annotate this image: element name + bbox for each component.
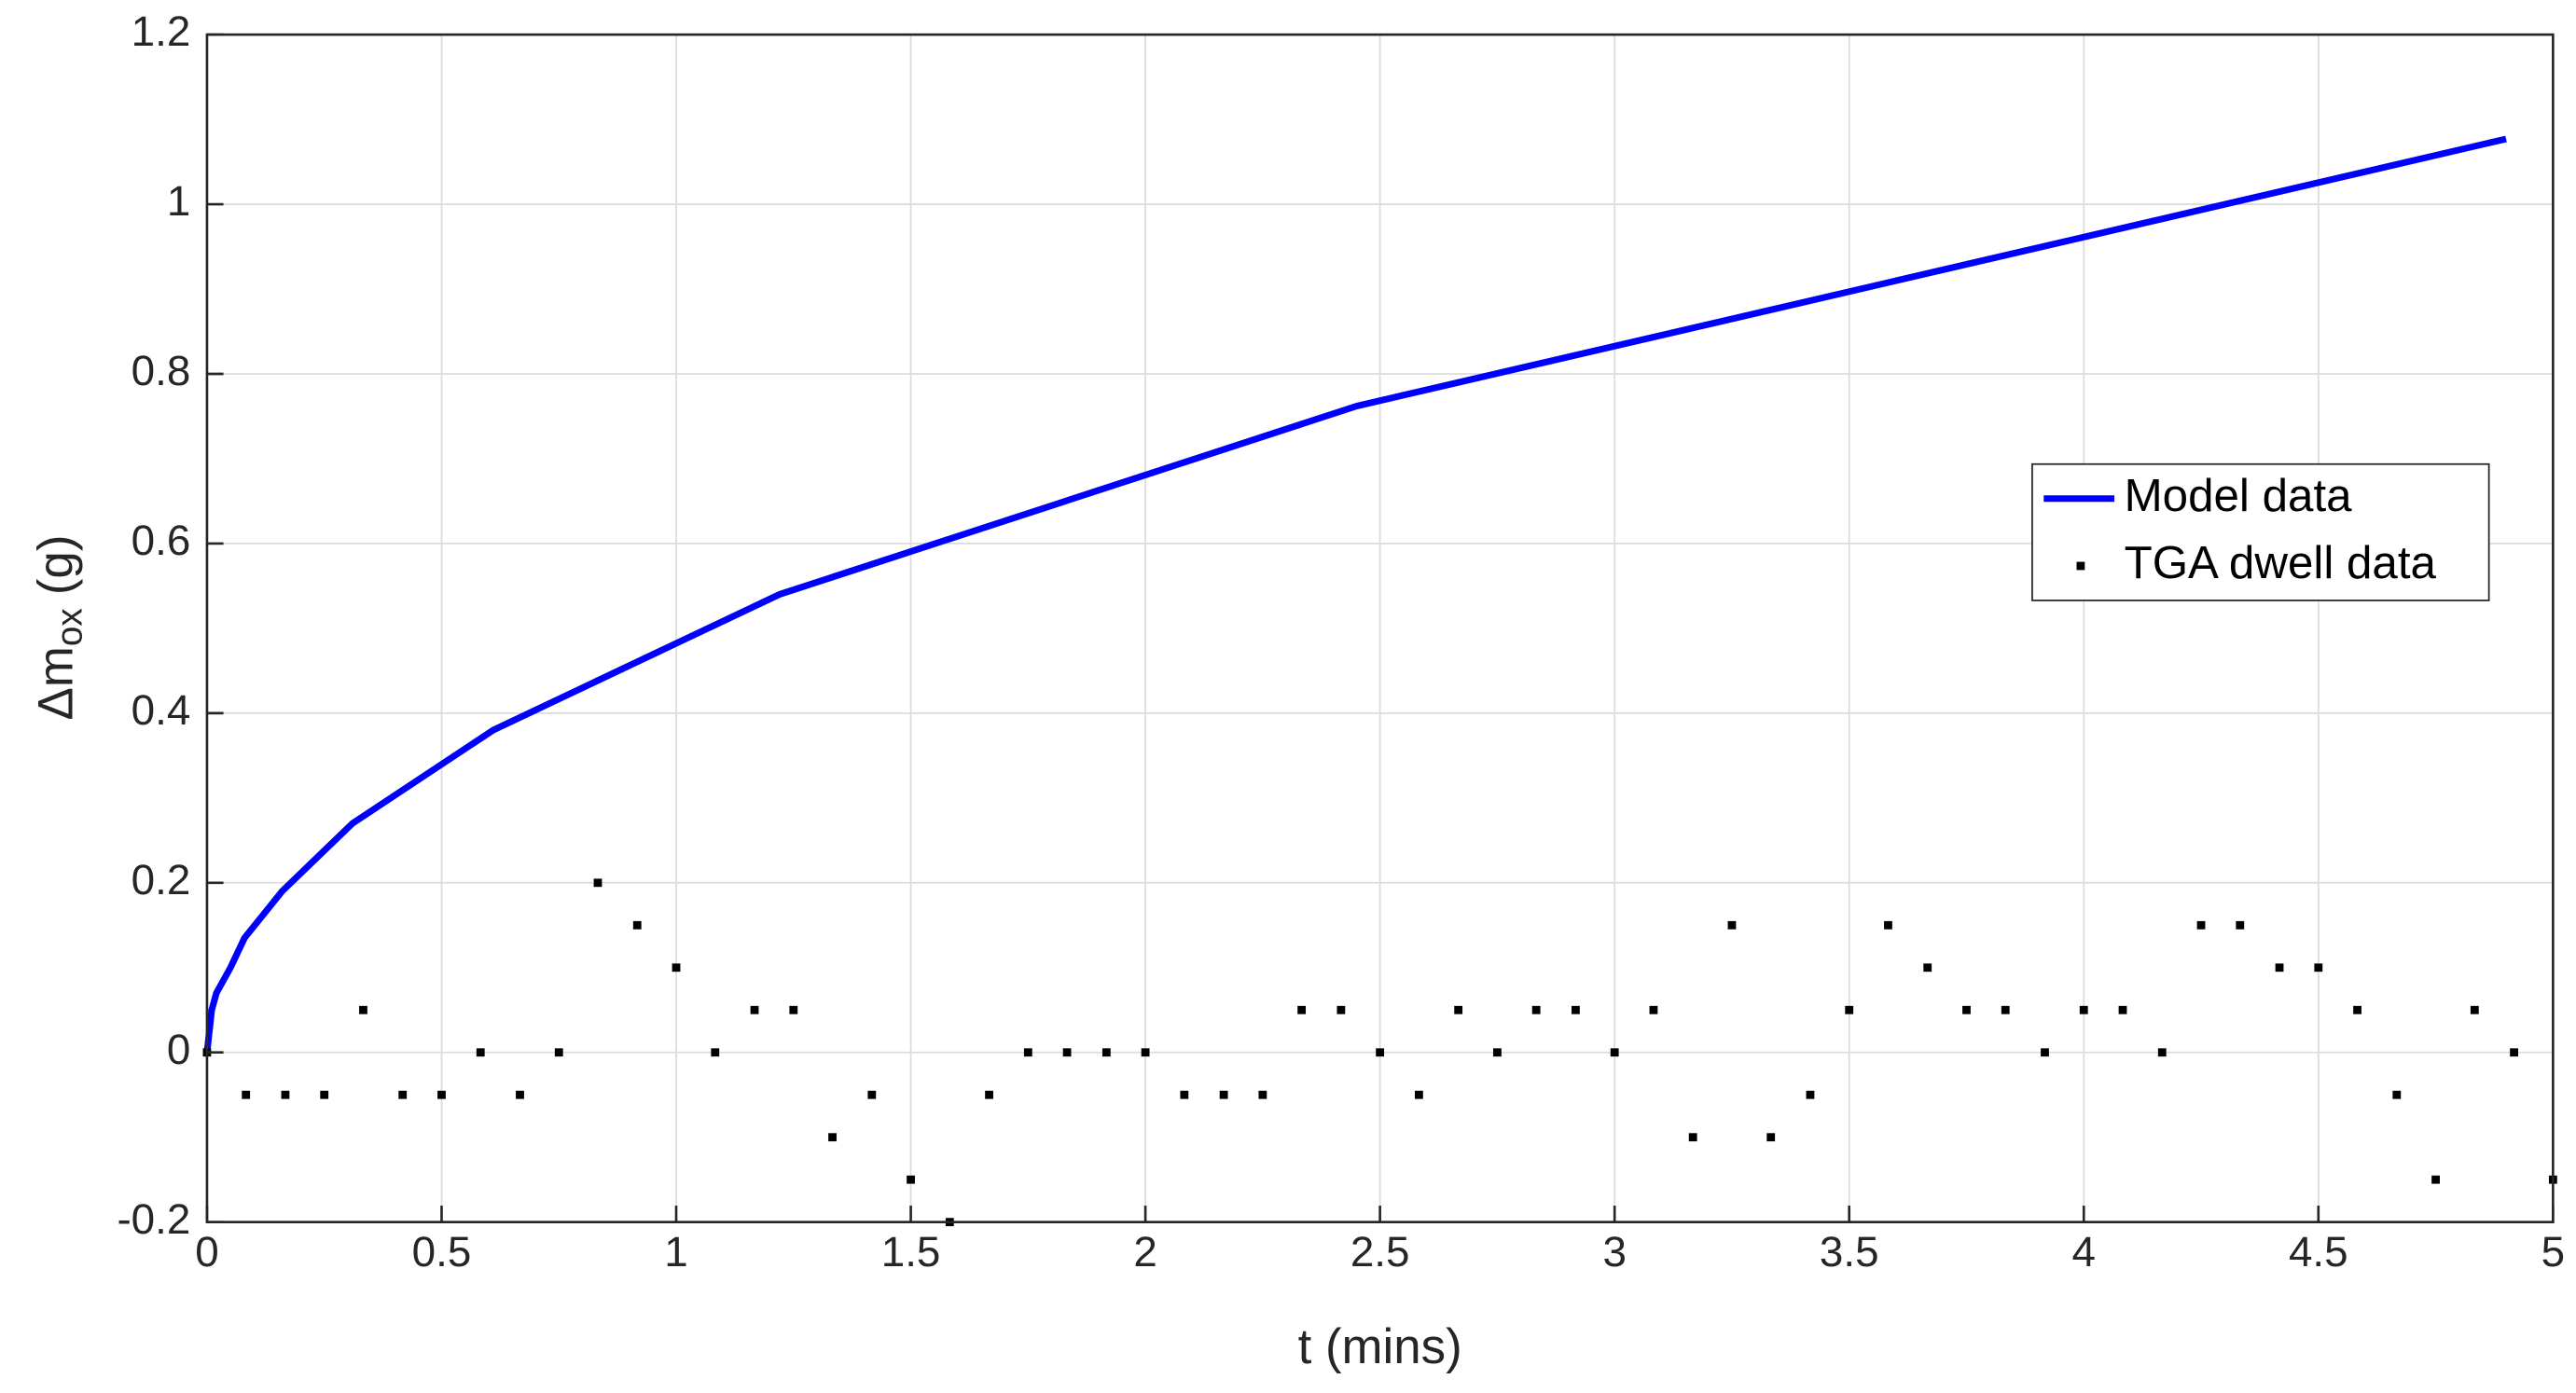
x-tick-label: 3.5 [1820, 1228, 1879, 1276]
data-point [1688, 1133, 1697, 1142]
data-point [2157, 1048, 2167, 1057]
data-point [1376, 1048, 1385, 1057]
data-point [1884, 920, 1892, 930]
data-point [1531, 1005, 1541, 1014]
data-point [750, 1005, 759, 1014]
data-point [1297, 1005, 1307, 1014]
x-tick-label: 0 [195, 1228, 218, 1276]
data-point [1806, 1090, 1815, 1099]
data-point [1923, 963, 1932, 972]
data-point [1845, 1005, 1854, 1014]
legend-box [2031, 462, 2490, 601]
data-point [281, 1090, 290, 1099]
x-tick-label: 4.5 [2289, 1228, 2348, 1276]
x-tick-label: 2.5 [1350, 1228, 1410, 1276]
data-point [554, 1048, 563, 1057]
data-point [1649, 1005, 1658, 1014]
y-label-main: Δm [28, 646, 83, 720]
y-label-subscript: ox [50, 608, 90, 646]
plot-area [202, 135, 2557, 1227]
x-tick-label: 0.5 [412, 1228, 472, 1276]
data-point [672, 963, 681, 972]
data-point [1141, 1048, 1150, 1057]
data-point [2470, 1005, 2479, 1014]
data-point [1219, 1090, 1228, 1099]
data-point [632, 920, 642, 930]
data-point [1414, 1090, 1423, 1099]
y-tick-label: 0.4 [132, 686, 191, 734]
data-point [1727, 920, 1737, 930]
data-point [398, 1090, 408, 1099]
x-tick-label: 2 [1133, 1228, 1156, 1276]
data-point [828, 1133, 837, 1142]
data-point [1454, 1005, 1463, 1014]
data-point [1180, 1090, 1189, 1099]
data-point [1493, 1048, 1502, 1057]
ticks: 0 0.5 1 1.5 2 2.5 3 3.5 4 4.5 5-0.200.20.40.60.811… [117, 7, 2565, 1276]
data-point [711, 1048, 720, 1057]
data-point [1258, 1090, 1267, 1099]
data-point [2275, 963, 2284, 972]
data-point [2353, 1005, 2361, 1014]
data-point [1101, 1048, 1111, 1057]
x-axis-label: t (mins) [1298, 1319, 1462, 1374]
data-point [2001, 1005, 2010, 1014]
model-line [203, 135, 2507, 1054]
data-point [1062, 1048, 1072, 1057]
data-point [516, 1090, 524, 1099]
data-point [1336, 1005, 1346, 1014]
data-point [359, 1005, 367, 1014]
x-tick-label: 3 [1602, 1228, 1626, 1276]
x-tick-label: 1 [664, 1228, 687, 1276]
data-point [242, 1090, 251, 1099]
data-point [2118, 1005, 2127, 1014]
y-tick-label: 0.2 [132, 856, 191, 903]
data-point [2079, 1005, 2088, 1014]
data-point [1610, 1048, 1619, 1057]
legend-label: TGA dwell data [2125, 537, 2437, 588]
data-point [2236, 920, 2245, 930]
legend: Model data TGA dwell data [2031, 462, 2490, 601]
data-point [476, 1048, 485, 1057]
data-point [320, 1090, 329, 1099]
data-point [593, 878, 602, 888]
data-point [789, 1005, 798, 1014]
data-point [2510, 1048, 2518, 1057]
y-tick-label: 0.8 [132, 347, 191, 394]
data-point [1572, 1005, 1580, 1014]
data-point [1023, 1048, 1032, 1057]
legend-label: Model data [2125, 470, 2353, 521]
data-point [2196, 920, 2206, 930]
y-tick-label: 0.6 [132, 517, 191, 564]
data-point [1766, 1133, 1776, 1142]
y-axis-label: Δmox (g) [28, 535, 90, 721]
data-point [867, 1090, 877, 1099]
legend-symbol [2076, 561, 2085, 571]
x-tick-label: 1.5 [881, 1228, 941, 1276]
data-point [2392, 1090, 2402, 1099]
y-tick-label: 1.2 [132, 7, 191, 55]
data-point [2314, 963, 2323, 972]
data-point [2431, 1175, 2440, 1184]
data-point [437, 1090, 446, 1099]
data-point [2041, 1048, 2049, 1057]
data-point [985, 1090, 993, 1099]
x-tick-label: 4 [2072, 1228, 2096, 1276]
y-tick-label: -0.2 [117, 1195, 190, 1243]
y-tick-label: 0 [167, 1026, 190, 1073]
x-tick-label: 5 [2541, 1228, 2565, 1276]
data-point [1962, 1005, 1971, 1014]
data-point [907, 1175, 915, 1184]
y-tick-label: 1 [167, 177, 190, 225]
y-label-suffix: (g) [28, 535, 83, 596]
